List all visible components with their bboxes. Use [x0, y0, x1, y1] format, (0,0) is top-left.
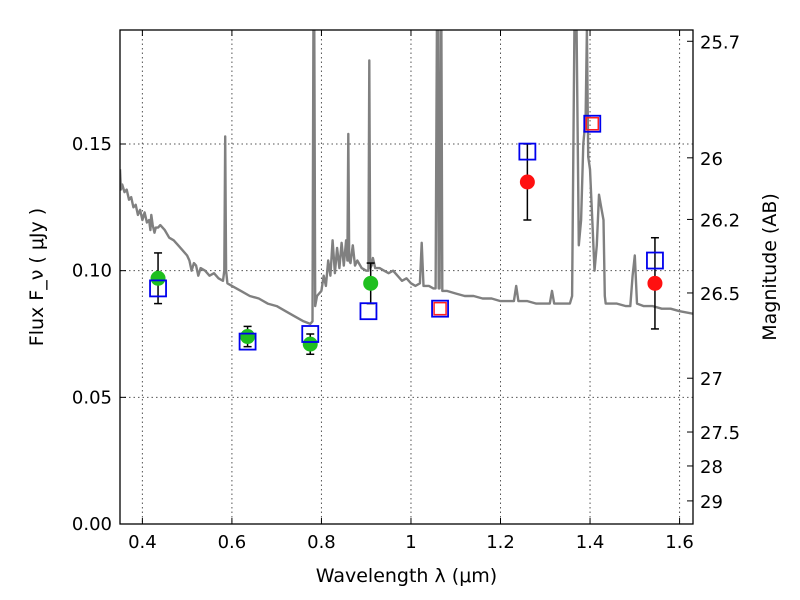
- blue-square-marker: [431, 299, 449, 318]
- y-tick-label: 0.05: [72, 387, 112, 408]
- y-tick-label: 0.00: [72, 514, 112, 535]
- x-axis-label: Wavelength λ (μm): [316, 565, 497, 587]
- y-right-tick-label: 25.7: [700, 32, 740, 53]
- red-square-marker: [433, 301, 447, 316]
- red-square-marker: [585, 116, 600, 131]
- blue-square-marker: [301, 325, 320, 343]
- x-tick-label: 1: [405, 532, 416, 553]
- data-points: [149, 114, 664, 356]
- y-right-tick-label: 26.5: [700, 284, 740, 305]
- x-tick-label: 0.6: [218, 532, 247, 553]
- blue-square-marker: [518, 142, 537, 161]
- blue-square-marker: [238, 332, 257, 351]
- x-tick-label: 0.8: [307, 532, 336, 553]
- red-data-point: [647, 275, 663, 291]
- x-tick-label: 1.4: [576, 532, 605, 553]
- y-right-tick-label: 29: [700, 492, 723, 513]
- y-right-tick-label: 27: [700, 369, 723, 390]
- y-right-tick-label: 28: [700, 457, 723, 478]
- x-tick-label: 1.2: [486, 532, 515, 553]
- green-data-point: [302, 336, 318, 352]
- model-spectrum: [120, 30, 693, 326]
- blue-square-marker: [583, 114, 602, 133]
- green-data-point: [150, 270, 166, 286]
- plot-frame: [119, 29, 694, 525]
- model-spectrum-line: [120, 30, 693, 326]
- blue-square-marker: [359, 302, 378, 321]
- red-data-point: [519, 174, 535, 190]
- y-right-tick-label: 27.5: [700, 423, 740, 444]
- blue-square-marker: [646, 251, 664, 270]
- y-tick-label: 0.15: [72, 134, 112, 155]
- blue-square-marker: [149, 279, 167, 298]
- y-tick-label: 0.10: [72, 261, 112, 282]
- y-right-tick-label: 26.2: [700, 210, 740, 231]
- green-data-point: [363, 275, 379, 291]
- grid: [120, 30, 693, 525]
- y-axis-right-label: Magnitude (AB): [759, 193, 781, 341]
- y-right-tick-label: 26: [700, 149, 723, 170]
- green-data-point: [240, 329, 256, 345]
- x-tick-label: 0.4: [128, 532, 157, 553]
- x-tick-label: 1.6: [665, 532, 694, 553]
- y-axis-label: Flux F_ν ( μJy ): [26, 208, 48, 346]
- axis-ticks: 0.4 0.6 0.8 1 1.2 1.4 1.6 0.00 0.05 0.10 0.15 25.7 2…: [72, 30, 740, 553]
